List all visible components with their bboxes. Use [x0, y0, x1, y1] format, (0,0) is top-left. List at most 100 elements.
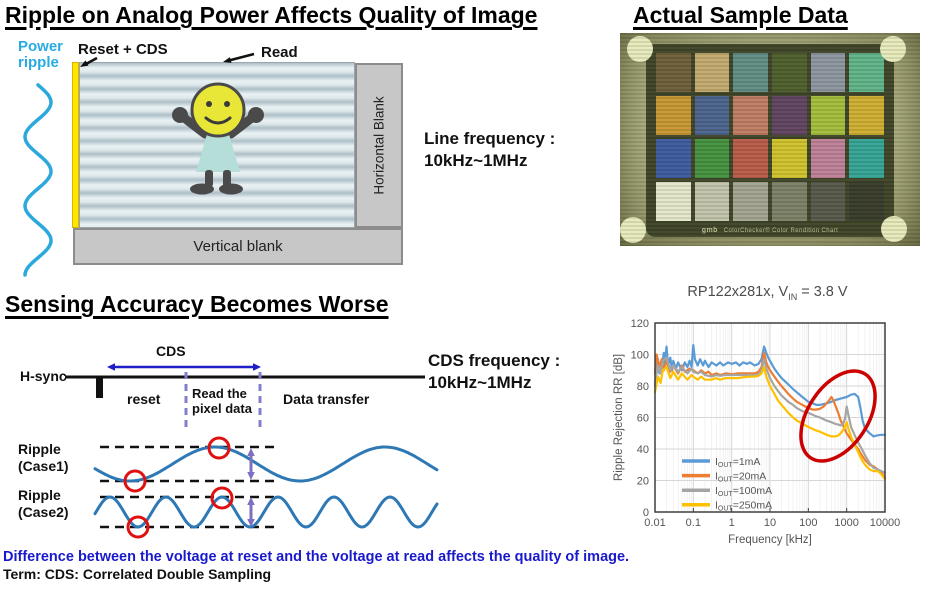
vertical-blank-box: Vertical blank: [73, 228, 403, 265]
x-tick-label: 0.01: [644, 517, 665, 529]
smiley-left-eye: [206, 101, 212, 107]
line-frequency-line1: Line frequency :: [424, 129, 556, 148]
sample-point-circle: [207, 436, 231, 460]
person-right-foot: [219, 183, 243, 195]
color-patch: [772, 139, 807, 178]
case2-line1: Ripple: [18, 487, 61, 503]
person-right-hand: [248, 107, 264, 123]
chart-title-post: = 3.8 V: [797, 284, 848, 300]
color-patch: [810, 139, 846, 178]
series-100mA: [653, 356, 887, 474]
sample-point-circle: [210, 486, 234, 510]
x-tick-label: 10: [764, 517, 776, 529]
sample-photo: gmb ColorChecker® Color Rendition Chart: [620, 33, 920, 246]
smiley-right-eye: [224, 101, 230, 107]
color-patch: [733, 139, 768, 178]
delta-arrow-case1: [247, 448, 255, 480]
read-pixel-line2: pixel data: [192, 401, 252, 416]
x-tick-label: 10000: [870, 517, 901, 529]
delta-arrow-case2: [247, 497, 255, 527]
color-patch: [656, 96, 691, 135]
cds-span-arrow: [107, 363, 261, 371]
y-tick-label: 20: [637, 476, 649, 488]
colorchecker-caption-text: ColorChecker® Color Rendition Chart: [723, 228, 839, 234]
y-tick-label: 40: [637, 444, 649, 456]
x-tick-label: 1: [729, 517, 735, 529]
ripple-case1-wave: [93, 445, 439, 483]
cds-label: CDS: [156, 343, 186, 359]
ripple-case1-label: Ripple (Case1): [18, 441, 69, 475]
person-left-foot: [190, 183, 214, 195]
color-patch: [849, 96, 884, 135]
power-ripple-label: Power ripple: [18, 39, 63, 71]
legend-label: IOUT=1mA: [715, 456, 760, 469]
chart-title-sub: IN: [788, 291, 798, 302]
reset-cds-column: [72, 62, 79, 228]
ripple-case2-wave: [93, 495, 439, 529]
person-left-hand: [172, 107, 188, 123]
series-20mA: [653, 351, 887, 479]
color-patch: [772, 96, 807, 135]
color-patch: [733, 182, 768, 221]
x-tick-label: 0.1: [686, 517, 701, 529]
annotation-ellipse: [799, 369, 877, 463]
y-tick-label: 80: [637, 381, 649, 393]
y-tick-label: 0: [643, 507, 649, 519]
color-patch: [810, 53, 846, 92]
ripple-case2-label: Ripple (Case2): [18, 487, 69, 521]
color-patch: [849, 182, 884, 221]
colorchecker-caption: gmb ColorChecker® Color Rendition Chart: [646, 227, 894, 234]
series-250mA: [653, 366, 887, 480]
sample-point-circle: [126, 515, 150, 539]
x-tick-label: 100: [799, 517, 817, 529]
y-tick-label: 60: [637, 413, 649, 425]
reset-cds-label: Reset + CDS: [78, 41, 168, 58]
person-left-leg: [205, 170, 213, 187]
term-note: Term: CDS: Correlated Double Sampling: [3, 566, 272, 582]
colorchecker-brand: gmb: [701, 227, 718, 234]
data-transfer-label: Data transfer: [283, 391, 370, 407]
y-axis-title: Ripple Rejection RR [dB]: [613, 354, 625, 481]
read-pixel-data-label: Read the pixel data: [192, 386, 252, 416]
color-patch: [810, 182, 846, 221]
read-label: Read: [261, 44, 298, 61]
heading-actual-sample-data: Actual Sample Data: [633, 2, 848, 28]
y-tick-label: 100: [631, 350, 649, 362]
case2-line2: (Case2): [18, 504, 69, 520]
heading-sensing-accuracy: Sensing Accuracy Becomes Worse: [5, 291, 389, 317]
color-patch: [772, 53, 807, 92]
cds-frequency-line2: 10kHz~1MHz: [428, 373, 532, 392]
color-patch: [849, 139, 884, 178]
heading-ripple-on-analog-power: Ripple on Analog Power Affects Quality o…: [5, 2, 538, 28]
power-ripple-line2: ripple: [18, 54, 59, 71]
cds-frequency-label: CDS frequency : 10kHz~1MHz: [428, 350, 560, 394]
smiley-smile: [204, 116, 232, 125]
color-patch: [694, 96, 730, 135]
chart-title-pre: RP122x281x, V: [687, 284, 789, 300]
color-patch: [656, 139, 691, 178]
h-sync-label: H-sync: [20, 368, 67, 384]
line-frequency-line2: 10kHz~1MHz: [424, 151, 528, 170]
power-ripple-wave-icon: [23, 83, 53, 277]
read-pixel-line1: Read the: [192, 386, 247, 401]
vertical-blank-label: Vertical blank: [193, 238, 283, 255]
reset-label: reset: [127, 391, 161, 407]
ripple-rejection-chart: 0.01 0.1 1 10 100 1000 10000 0 20 40 60 80 100 120 Fre…: [613, 318, 901, 546]
legend-label: IOUT=20mA: [715, 470, 766, 483]
color-patch: [733, 53, 768, 92]
s1-graphics: [23, 52, 255, 277]
person-dress: [196, 134, 240, 172]
chart-title: RP122x281x, VIN = 3.8 V: [605, 284, 930, 302]
x-tick-label: 1000: [834, 517, 858, 529]
line-frequency-label: Line frequency : 10kHz~1MHz: [424, 128, 555, 172]
registration-mark: [881, 216, 907, 242]
color-patch: [656, 182, 691, 221]
power-ripple-line1: Power: [18, 38, 64, 55]
sample-point-circle: [123, 469, 147, 493]
color-patch: [849, 53, 884, 92]
smiley-face-icon: [190, 82, 246, 138]
person-right-leg: [223, 170, 231, 187]
x-axis-title: Frequency [kHz]: [728, 534, 812, 546]
color-patch: [694, 182, 730, 221]
